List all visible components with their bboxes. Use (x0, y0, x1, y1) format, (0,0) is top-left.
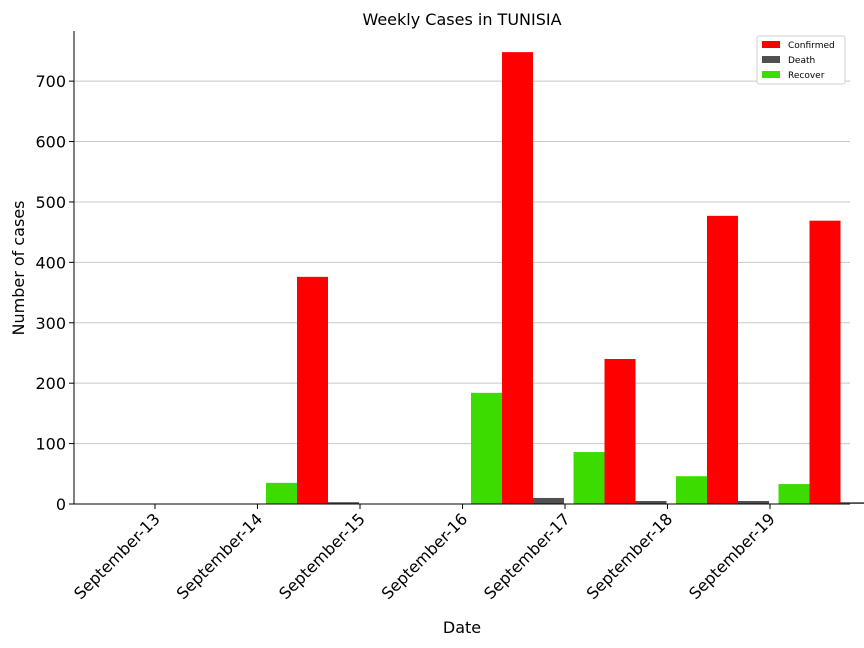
x-tick-label: September-19 (685, 509, 779, 603)
legend-label-confirmed: Confirmed (788, 41, 835, 51)
y-tick-label: 700 (35, 72, 66, 91)
chart-title: Weekly Cases in TUNISIA (362, 10, 561, 29)
legend: Confirmed Death Recover (756, 35, 846, 85)
y-tick-label: 100 (35, 435, 66, 454)
legend-swatch-confirmed (762, 41, 780, 48)
x-axis-title: Date (443, 618, 481, 637)
y-tick-label: 0 (56, 495, 66, 514)
bar-recover-september-19 (778, 484, 810, 504)
bar-death-september-14 (328, 502, 359, 504)
x-tick-label: September-15 (275, 509, 369, 603)
bar-confirmed-september-17 (604, 359, 636, 504)
y-axis-title: Number of cases (9, 201, 28, 336)
x-tick-label: September-18 (583, 509, 677, 603)
bar-confirmed-september-19 (809, 220, 841, 504)
legend-label-death: Death (788, 56, 815, 66)
bar-death-september-19 (840, 502, 864, 504)
bar-confirmed-september-16 (502, 52, 533, 505)
y-tick-label: 200 (35, 374, 66, 393)
bar-recover-september-16 (471, 392, 502, 504)
x-tick-label: September-14 (173, 509, 267, 603)
bar-death-september-16 (533, 497, 564, 504)
y-tick-label: 500 (35, 193, 66, 212)
grid-lines (74, 80, 850, 445)
bar-confirmed-september-14 (297, 276, 328, 504)
bar-recover-september-18 (676, 476, 707, 504)
legend-swatch-recover (762, 71, 780, 78)
y-axis-ticks: 0 100 200 300 400 500 600 700 (35, 72, 74, 514)
legend-label-recover: Recover (788, 71, 825, 81)
x-tick-label: September-13 (70, 509, 164, 603)
x-tick-label: September-17 (480, 509, 574, 603)
bar-recover-september-17 (573, 452, 605, 504)
y-tick-label: 600 (35, 133, 66, 152)
y-tick-label: 300 (35, 314, 66, 333)
bar-confirmed-september-18 (707, 215, 738, 504)
legend-swatch-death (762, 56, 780, 63)
bar-death-september-17 (635, 500, 667, 504)
y-tick-label: 400 (35, 253, 66, 272)
bar-death-september-18 (738, 500, 769, 504)
bars (266, 52, 864, 505)
bar-recover-september-14 (266, 482, 297, 504)
x-axis-ticks: September-13 September-14 September-15 Sept… (70, 504, 779, 603)
x-tick-label: September-16 (378, 509, 472, 603)
